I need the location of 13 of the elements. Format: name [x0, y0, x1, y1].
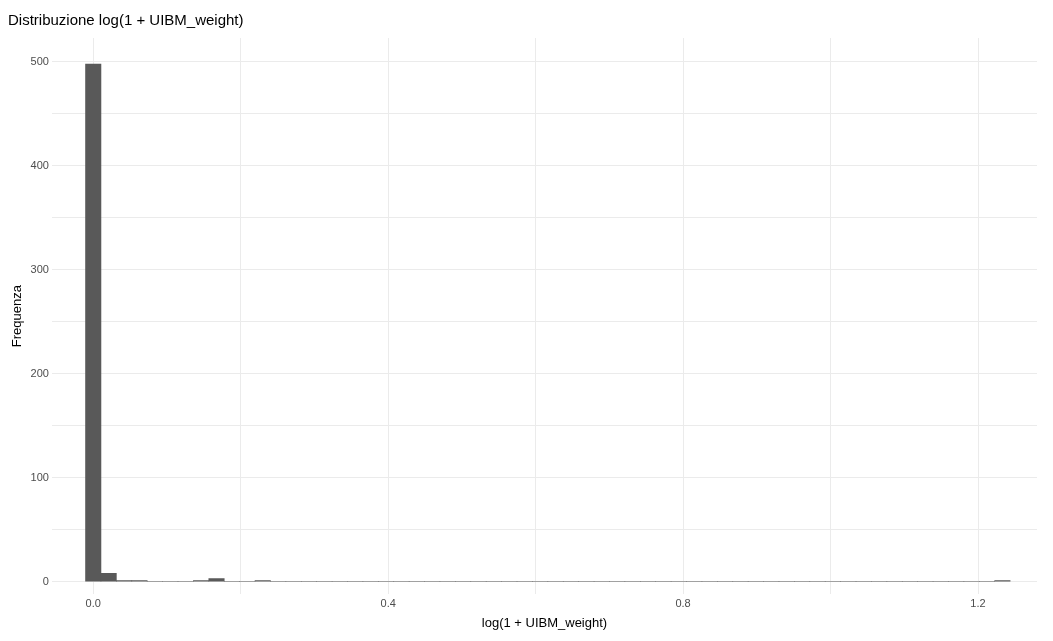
y-tick-label: 400: [30, 158, 49, 171]
y-tick-label: 0: [42, 574, 49, 587]
x-axis-title: log(1 + UIBM_weight): [481, 614, 608, 630]
y-axis-title: Frequenza: [9, 284, 25, 348]
x-tick-label: 0.8: [675, 596, 691, 609]
y-tick-label: 500: [30, 54, 49, 67]
y-tick-label: 200: [30, 366, 49, 379]
x-tick-label: 0.4: [380, 596, 396, 609]
y-tick-label: 100: [30, 470, 49, 483]
y-tick-label: 300: [30, 262, 49, 275]
x-tick-label: 1.2: [970, 596, 986, 609]
x-tick-label: 0.0: [85, 596, 101, 609]
chart-title: Distribuzione log(1 + UIBM_weight): [8, 11, 244, 29]
